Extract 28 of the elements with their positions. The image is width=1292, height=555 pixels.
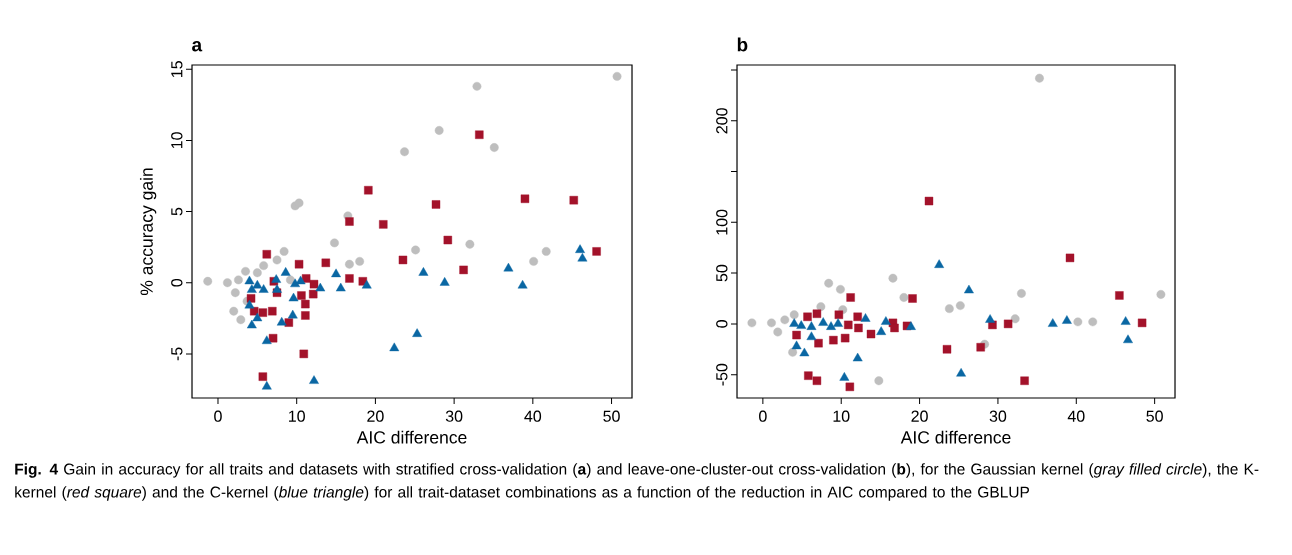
y-tick-label: -50 (716, 363, 728, 386)
x-tick-label: 0 (214, 410, 222, 422)
y-axis-title: % accuracy gain (139, 168, 157, 296)
chart-title: b (737, 37, 748, 52)
x-tick-label: 40 (524, 410, 542, 422)
x-tick-label: 40 (1067, 410, 1085, 422)
x-tick-label: 50 (1146, 410, 1163, 422)
y-tick-label: 0 (171, 278, 183, 287)
text: Fig. 4 Gain in accuracy for all traits and datasets with stratified cross-validation (a) and leave-one-cluster-out cross-validation (b), for the Gaussian kernel (gray filled circle), the K-kernel (red square) and the C-kernel (blue triangle) for all trait-dataset combinations as a function of the reduction in AIC compared to the GBLUP (15, 463, 1259, 501)
y-tick-label: 10 (171, 132, 183, 149)
y-tick-label: 50 (716, 264, 728, 282)
x-axis-title: AIC difference (900, 430, 1011, 444)
y-tick-label: -5 (171, 347, 183, 361)
x-axis-title: AIC difference (356, 430, 467, 444)
x-tick-label: 50 (603, 410, 620, 422)
x-tick-label: 30 (445, 410, 463, 422)
y-tick-label: 200 (716, 108, 728, 134)
x-tick-label: 10 (289, 410, 305, 422)
x-tick-label: 20 (911, 410, 928, 422)
x-tick-label: 20 (367, 410, 384, 422)
chart-title: a (192, 41, 203, 52)
x-tick-label: 10 (833, 410, 850, 422)
y-tick-label: 100 (716, 209, 728, 235)
y-tick-label: 0 (716, 320, 728, 328)
y-tick-label: 5 (171, 207, 183, 216)
y-tick-label: 15 (171, 61, 183, 77)
x-tick-label: 30 (989, 410, 1007, 422)
x-tick-label: 0 (759, 410, 767, 422)
